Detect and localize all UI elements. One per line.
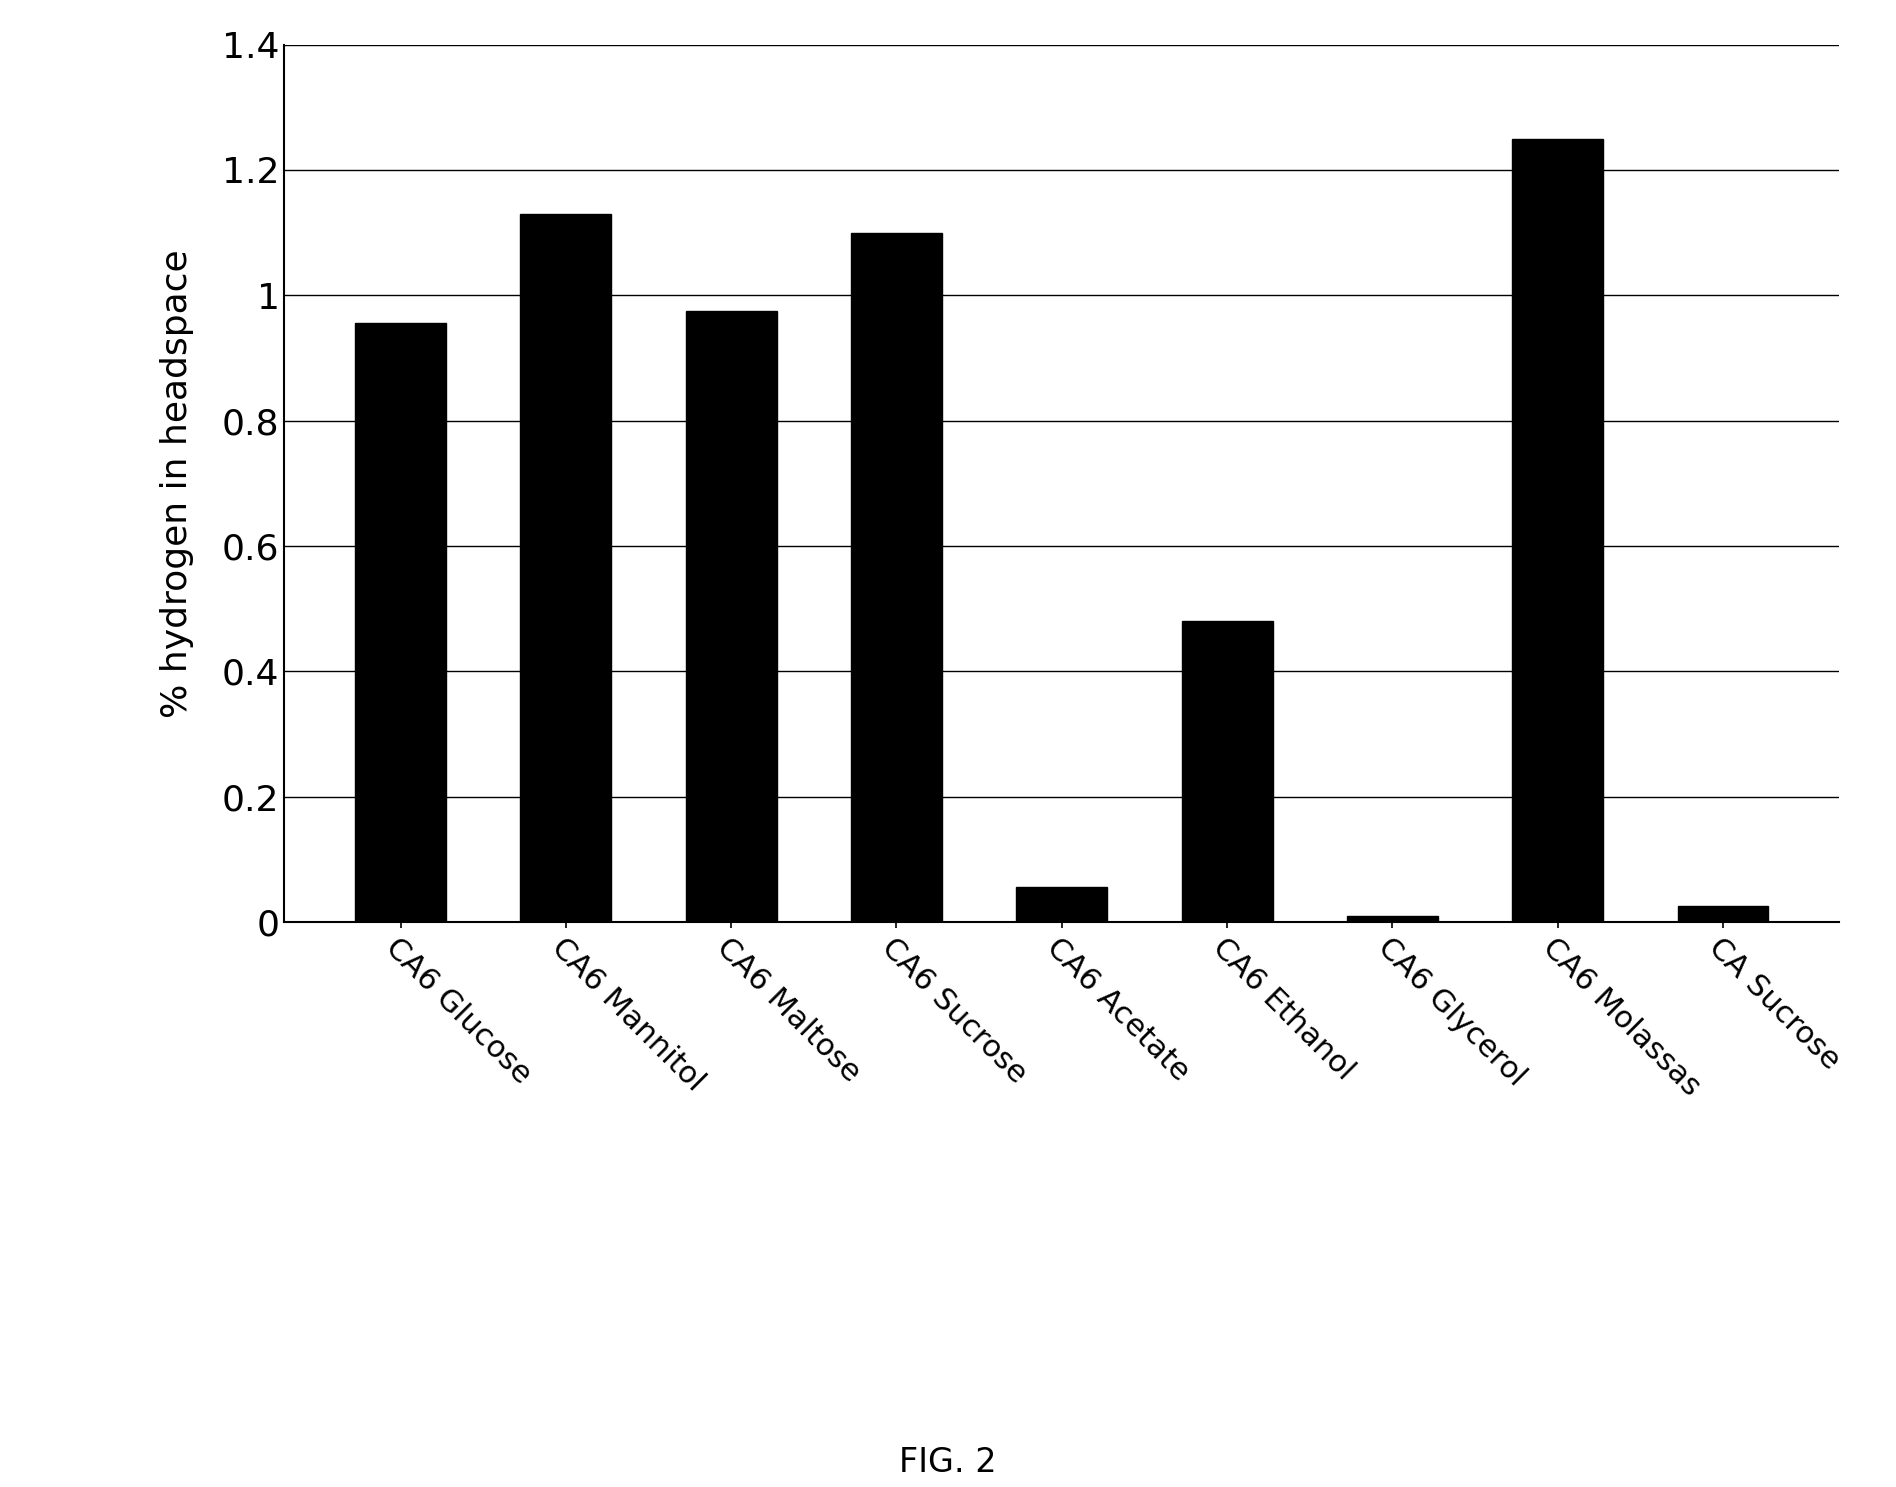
Bar [686,311,777,922]
Bar [851,232,942,922]
Text: FIG. 2: FIG. 2 [899,1447,997,1480]
Bar [1346,916,1437,922]
Bar [1016,888,1107,922]
Bar [355,324,446,922]
Bar [1678,906,1769,922]
Bar [1181,622,1272,922]
Bar [520,214,611,922]
Y-axis label: % hydrogen in headspace: % hydrogen in headspace [159,248,193,718]
Bar [1513,138,1604,922]
